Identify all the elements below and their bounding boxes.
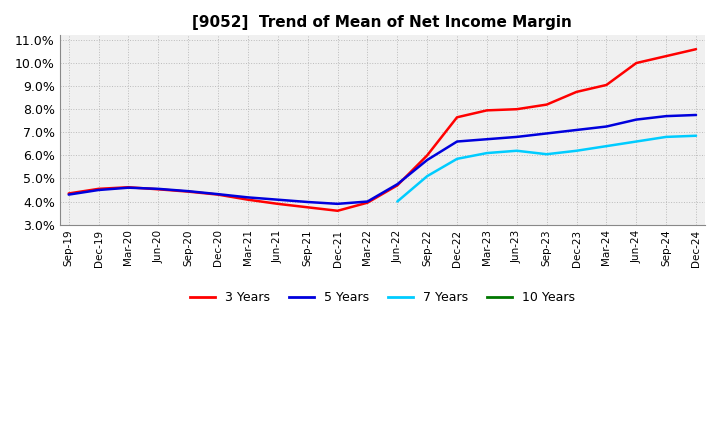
- 3 Years: [662, 54, 670, 59]
- 3 Years: [513, 106, 521, 112]
- 3 Years: [124, 185, 132, 190]
- 7 Years: [542, 151, 551, 157]
- 3 Years: [64, 191, 73, 196]
- 3 Years: [542, 102, 551, 107]
- 7 Years: [662, 134, 670, 139]
- 3 Years: [274, 201, 282, 206]
- 5 Years: [513, 134, 521, 139]
- 7 Years: [423, 173, 431, 179]
- 5 Years: [423, 158, 431, 163]
- 5 Years: [124, 185, 132, 191]
- 7 Years: [632, 139, 641, 144]
- 3 Years: [333, 208, 342, 213]
- 3 Years: [602, 82, 611, 88]
- 3 Years: [393, 183, 402, 188]
- 5 Years: [662, 114, 670, 119]
- 3 Years: [184, 189, 192, 194]
- 5 Years: [274, 197, 282, 202]
- 3 Years: [243, 197, 252, 202]
- 5 Years: [572, 127, 581, 132]
- Title: [9052]  Trend of Mean of Net Income Margin: [9052] Trend of Mean of Net Income Margi…: [192, 15, 572, 30]
- 5 Years: [214, 191, 222, 197]
- 7 Years: [482, 150, 491, 156]
- Line: 5 Years: 5 Years: [68, 115, 696, 204]
- 3 Years: [572, 89, 581, 95]
- 3 Years: [214, 192, 222, 197]
- 3 Years: [453, 115, 462, 120]
- Line: 3 Years: 3 Years: [68, 49, 696, 211]
- Line: 7 Years: 7 Years: [397, 136, 696, 202]
- 5 Years: [94, 187, 103, 193]
- 3 Years: [423, 153, 431, 158]
- 3 Years: [154, 187, 163, 192]
- 5 Years: [542, 131, 551, 136]
- 5 Years: [482, 136, 491, 142]
- 5 Years: [602, 124, 611, 129]
- 5 Years: [453, 139, 462, 144]
- 5 Years: [154, 186, 163, 191]
- 3 Years: [632, 60, 641, 66]
- 7 Years: [513, 148, 521, 154]
- 7 Years: [572, 148, 581, 154]
- 5 Years: [333, 201, 342, 206]
- 3 Years: [303, 205, 312, 210]
- 5 Years: [64, 192, 73, 197]
- 7 Years: [602, 143, 611, 149]
- 3 Years: [692, 47, 701, 52]
- 5 Years: [243, 195, 252, 200]
- 5 Years: [632, 117, 641, 122]
- 7 Years: [393, 199, 402, 204]
- 5 Years: [184, 188, 192, 194]
- 5 Years: [393, 182, 402, 187]
- 7 Years: [692, 133, 701, 139]
- 7 Years: [453, 156, 462, 161]
- Legend: 3 Years, 5 Years, 7 Years, 10 Years: 3 Years, 5 Years, 7 Years, 10 Years: [185, 286, 580, 309]
- 5 Years: [692, 112, 701, 117]
- 5 Years: [303, 199, 312, 205]
- 5 Years: [363, 199, 372, 204]
- 3 Years: [94, 186, 103, 191]
- 3 Years: [363, 200, 372, 205]
- 3 Years: [482, 108, 491, 113]
